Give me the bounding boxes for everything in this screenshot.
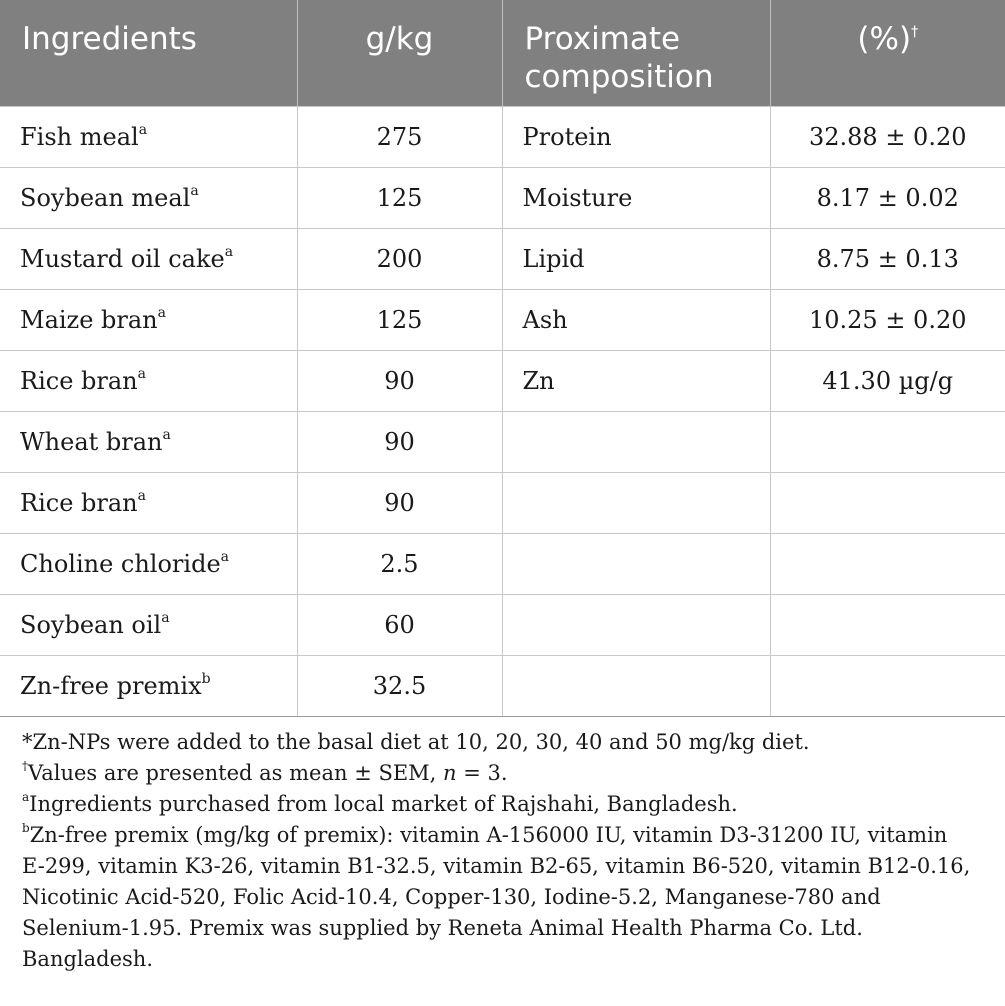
footnote-a-text: Ingredients purchased from local market … <box>29 792 738 816</box>
ingredient-name: Zn-free premix <box>20 672 202 700</box>
ingredient-cell: Soybean oila <box>0 594 298 656</box>
gkg-cell: 90 <box>296 350 503 412</box>
footnote-b-line4: Selenium-1.95. Premix was supplied by Re… <box>22 916 863 971</box>
proximate-value-cell <box>769 472 1005 534</box>
ingredient-name: Mustard oil cake <box>20 245 225 273</box>
ingredient-name: Rice bran <box>20 489 138 517</box>
ingredient-footnote-mark: a <box>224 244 234 260</box>
proximate-value-cell <box>769 655 1005 717</box>
footnote-b-line2: E-299, vitamin K3-26, vitamin B1-32.5, v… <box>22 854 971 878</box>
table-row: Rice brana 90 <box>0 472 1005 534</box>
footnote-b: bZn-free premix (mg/kg of premix): vitam… <box>22 820 983 975</box>
proximate-component-cell <box>501 411 771 473</box>
table-row: Mustard oil cakea 200 Lipid 8.75 ± 0.13 <box>0 228 1005 290</box>
ingredient-name: Rice bran <box>20 367 138 395</box>
ingredient-cell: Choline chloridea <box>0 533 298 595</box>
proximate-value-cell: 41.30 µg/g <box>769 350 1005 412</box>
document: Ingredients g/kg Proximate composition (… <box>0 0 1005 975</box>
footnote-dagger-text-after: = 3. <box>456 761 508 785</box>
footnote-a: aIngredients purchased from local market… <box>22 789 983 820</box>
ingredient-cell: Soybean meala <box>0 167 298 229</box>
gkg-cell: 32.5 <box>296 655 503 717</box>
gkg-cell: 200 <box>296 228 503 290</box>
header-ingredients: Ingredients <box>0 0 298 107</box>
table-row: Fish meala 275 Protein 32.88 ± 0.20 <box>0 106 1005 168</box>
ingredient-name: Maize bran <box>20 306 158 334</box>
proximate-component-cell: Moisture <box>501 167 771 229</box>
footnote-b-mark: b <box>22 821 30 835</box>
ingredient-cell: Rice brana <box>0 472 298 534</box>
gkg-cell: 90 <box>296 411 503 473</box>
footnote-dagger-text-before: Values are presented as mean ± SEM, <box>28 761 444 785</box>
header-percent-dagger: † <box>911 23 919 40</box>
header-percent: (%)† <box>770 0 1005 107</box>
table-row: Choline chloridea 2.5 <box>0 533 1005 595</box>
gkg-cell: 275 <box>296 106 503 168</box>
table-row: Zn-free premixb 32.5 <box>0 655 1005 717</box>
ingredient-footnote-mark: a <box>162 427 171 443</box>
gkg-cell: 125 <box>296 167 503 229</box>
ingredient-cell: Maize brana <box>0 289 298 351</box>
ingredient-footnote-mark: b <box>201 671 211 687</box>
ingredient-name: Wheat bran <box>20 428 163 456</box>
proximate-value-cell: 10.25 ± 0.20 <box>769 289 1005 351</box>
table-row: Rice brana 90 Zn 41.30 µg/g <box>0 350 1005 412</box>
proximate-value-cell: 8.17 ± 0.02 <box>769 167 1005 229</box>
table-row: Wheat brana 90 <box>0 411 1005 473</box>
proximate-value-cell <box>769 533 1005 595</box>
ingredient-footnote-mark: a <box>190 183 199 199</box>
footnote-dagger-n: n <box>443 761 457 785</box>
proximate-component-cell: Zn <box>501 350 771 412</box>
table-row: Maize brana 125 Ash 10.25 ± 0.20 <box>0 289 1005 351</box>
footnote-dagger-mark: † <box>22 759 28 773</box>
proximate-value-cell <box>769 411 1005 473</box>
header-percent-label: (%) <box>857 21 912 57</box>
table-row: Soybean meala 125 Moisture 8.17 ± 0.02 <box>0 167 1005 229</box>
ingredient-footnote-mark: a <box>138 122 148 138</box>
gkg-cell: 90 <box>296 472 503 534</box>
ingredient-footnote-mark: a <box>137 366 146 382</box>
ingredient-name: Fish meal <box>20 123 139 151</box>
ingredient-footnote-mark: a <box>137 488 146 504</box>
ingredient-footnote-mark: a <box>220 549 230 565</box>
footnote-b-line1: Zn-free premix (mg/kg of premix): vitami… <box>29 823 948 847</box>
proximate-component-cell: Lipid <box>501 228 771 290</box>
footnote-a-mark: a <box>22 790 30 804</box>
ingredient-cell: Rice brana <box>0 350 298 412</box>
proximate-component-cell: Ash <box>501 289 771 351</box>
table-header-row: Ingredients g/kg Proximate composition (… <box>0 0 1005 107</box>
footnote-star: *Zn-NPs were added to the basal diet at … <box>22 730 810 754</box>
ingredient-name: Soybean meal <box>20 184 191 212</box>
gkg-cell: 2.5 <box>296 533 503 595</box>
proximate-value-cell: 8.75 ± 0.13 <box>769 228 1005 290</box>
proximate-component-cell <box>501 472 771 534</box>
ingredient-cell: Fish meala <box>0 106 298 168</box>
proximate-value-cell: 32.88 ± 0.20 <box>769 106 1005 168</box>
gkg-cell: 125 <box>296 289 503 351</box>
proximate-component-cell <box>501 655 771 717</box>
ingredient-footnote-mark: a <box>161 610 170 626</box>
ingredient-footnote-mark: a <box>157 305 166 321</box>
ingredient-name: Soybean oil <box>20 611 162 639</box>
gkg-cell: 60 <box>296 594 503 656</box>
footnote-b-line3: Nicotinic Acid-520, Folic Acid-10.4, Cop… <box>22 885 881 909</box>
table-row: Soybean oila 60 <box>0 594 1005 656</box>
ingredient-cell: Wheat brana <box>0 411 298 473</box>
footnote-dagger: †Values are presented as mean ± SEM, n =… <box>22 758 983 789</box>
ingredient-cell: Zn-free premixb <box>0 655 298 717</box>
ingredient-cell: Mustard oil cakea <box>0 228 298 290</box>
proximate-component-cell <box>501 533 771 595</box>
diet-composition-table: Ingredients g/kg Proximate composition (… <box>0 0 1005 717</box>
header-proximate-composition: Proximate composition <box>502 0 771 107</box>
ingredient-name: Choline chloride <box>20 550 221 578</box>
proximate-value-cell <box>769 594 1005 656</box>
proximate-component-cell: Protein <box>501 106 771 168</box>
table-footnotes: *Zn-NPs were added to the basal diet at … <box>0 717 1005 975</box>
proximate-component-cell <box>501 594 771 656</box>
header-gkg: g/kg <box>297 0 503 107</box>
